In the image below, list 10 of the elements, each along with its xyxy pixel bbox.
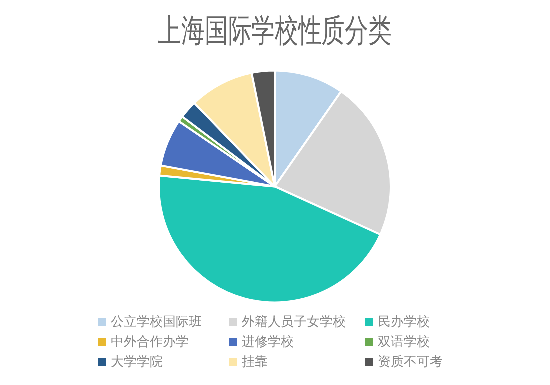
legend-label: 中外合作办学: [111, 334, 189, 351]
legend-label: 大学学院: [111, 354, 163, 371]
chart-title: 上海国际学校性质分类: [158, 12, 392, 50]
legend-label: 双语学校: [378, 334, 430, 351]
legend-label: 挂靠: [242, 354, 268, 371]
legend-label: 公立学校国际班: [111, 314, 202, 331]
legend-label: 民办学校: [378, 314, 430, 331]
legend-label: 进修学校: [242, 334, 294, 351]
legend-label: 外籍人员子女学校: [242, 314, 346, 331]
legend-label: 资质不可考: [378, 354, 443, 371]
